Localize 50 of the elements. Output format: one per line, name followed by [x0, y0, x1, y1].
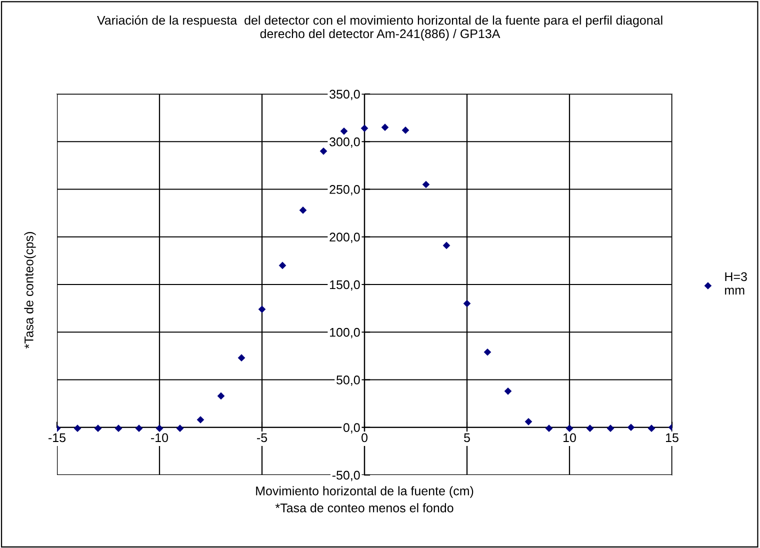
y-axis-title: *Tasa de conteo(cps)	[24, 232, 36, 349]
y-tick-label: 50,0	[336, 376, 360, 386]
point	[238, 354, 246, 362]
point	[176, 424, 184, 432]
point	[504, 388, 512, 395]
y-tick-label: 300,0	[330, 137, 360, 148]
point	[299, 206, 307, 214]
point	[135, 424, 143, 432]
chart-title: Variación de la respuesta del detector con el movimiento horizontal de la fuente para el perfil diagonal derecho del detector Am-241(886) / GP13A	[97, 15, 662, 41]
point	[627, 424, 635, 432]
x-tick-label: -10	[151, 433, 168, 442]
point	[217, 392, 225, 400]
point	[648, 424, 656, 432]
y-tick-label: 150,0	[330, 280, 360, 291]
x-tick-label: 15	[666, 433, 678, 442]
point	[156, 424, 164, 432]
point	[196, 416, 204, 424]
text: *Tasa de conteo menos el fondo	[275, 503, 454, 512]
y-tick-label: 100,0	[330, 328, 360, 338]
point	[278, 262, 286, 270]
point	[114, 424, 122, 432]
point	[340, 127, 348, 135]
x-axis-title: Movimiento horizontal de la fuente (cm)	[256, 486, 474, 498]
point	[258, 306, 266, 313]
x-tick-label: -5	[257, 433, 268, 442]
y-tick-label: 200,0	[330, 232, 360, 244]
legend-label: H=3 mm	[725, 272, 747, 294]
x-tick-label: 0	[362, 433, 368, 442]
y-tick-label: -50,0	[332, 470, 360, 482]
x-tick-label: 10	[564, 433, 576, 442]
x-tick-label: -15	[48, 433, 66, 442]
point	[606, 424, 614, 432]
point	[381, 124, 389, 132]
point	[586, 424, 594, 432]
point	[422, 180, 430, 188]
point	[463, 300, 471, 308]
point	[360, 124, 368, 132]
point	[484, 348, 492, 356]
point	[94, 424, 102, 432]
point	[524, 418, 532, 426]
point	[442, 242, 450, 250]
point	[545, 424, 553, 432]
point	[74, 424, 82, 432]
point	[566, 424, 574, 432]
y-tick-label: 350,0	[330, 90, 360, 100]
point	[320, 147, 328, 155]
point	[402, 126, 410, 134]
x-tick-label: 5	[464, 433, 470, 442]
y-tick-label: 0,0	[343, 423, 360, 434]
y-tick-label: 250,0	[330, 185, 360, 196]
